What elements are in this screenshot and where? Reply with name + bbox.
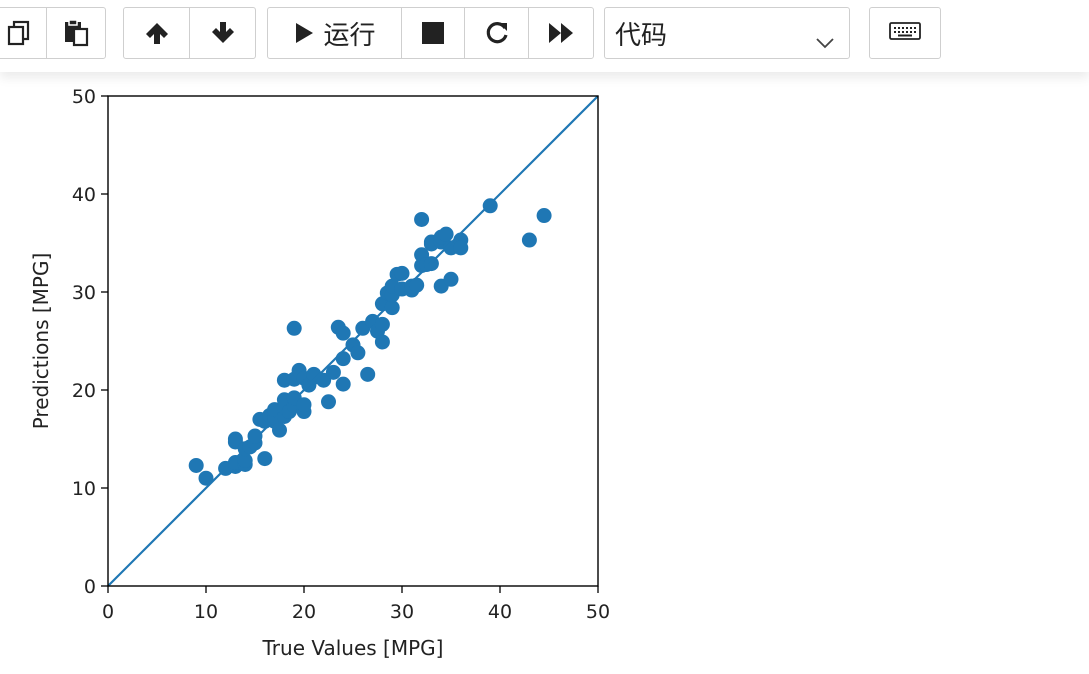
arrow-down-icon <box>210 20 236 46</box>
paste-icon <box>63 19 89 47</box>
x-tick-label: 0 <box>102 601 114 623</box>
restart-kernel-button[interactable] <box>465 8 529 58</box>
move-button-group <box>123 7 256 59</box>
data-point <box>453 240 469 256</box>
stop-icon <box>421 21 445 45</box>
clipboard-button-group <box>0 7 106 59</box>
arrow-up-icon <box>144 20 170 46</box>
fast-forward-icon <box>547 21 575 45</box>
data-point <box>296 397 312 413</box>
data-point <box>536 208 552 224</box>
chart-marks <box>188 198 552 486</box>
run-button-label: 运行 <box>323 19 376 50</box>
data-point <box>272 422 287 438</box>
run-button[interactable]: 运行 <box>268 8 402 58</box>
data-point <box>335 376 351 392</box>
output-area: 0 10 20 30 40 50 0 10 20 30 40 50 True Values [MPG… <box>0 72 1089 669</box>
data-point <box>374 316 390 332</box>
y-axis-label: Predictions [MPG] <box>29 253 53 430</box>
x-tick-label: 10 <box>194 601 218 623</box>
copy-cells-button[interactable] <box>0 8 47 58</box>
y-tick-label: 0 <box>84 576 96 598</box>
run-button-group: 运行 <box>267 7 594 59</box>
data-point <box>482 198 498 214</box>
x-axis: 0 10 20 30 40 50 <box>102 586 610 623</box>
play-icon <box>293 21 315 45</box>
data-point <box>384 300 400 316</box>
copy-icon <box>7 20 31 46</box>
data-point <box>198 470 214 486</box>
data-point <box>350 345 366 361</box>
x-tick-label: 20 <box>292 601 316 623</box>
keyboard-icon <box>889 21 921 46</box>
notebook-toolbar: 运行 <box>0 0 1089 72</box>
data-point <box>438 226 454 242</box>
chevron-down-icon <box>815 26 835 57</box>
data-point <box>335 325 351 341</box>
plot-frame <box>107 95 599 587</box>
y-tick-label: 30 <box>72 282 96 304</box>
y-axis: 0 10 20 30 40 50 <box>72 86 108 598</box>
command-palette-button[interactable] <box>869 7 941 59</box>
data-point <box>237 453 253 469</box>
move-down-button[interactable] <box>190 8 255 58</box>
cell-type-value: 代码 <box>615 19 668 50</box>
y-tick-label: 40 <box>72 184 96 206</box>
y-tick-label: 20 <box>72 380 96 402</box>
x-tick-label: 40 <box>488 601 512 623</box>
data-point <box>286 320 302 336</box>
data-point <box>325 364 341 380</box>
data-point <box>247 428 263 444</box>
data-point <box>374 334 390 350</box>
x-tick-label: 50 <box>586 601 610 623</box>
data-point <box>521 232 537 248</box>
data-point <box>321 394 336 410</box>
reference-line <box>107 95 599 587</box>
x-tick-label: 30 <box>390 601 414 623</box>
data-point <box>443 271 459 287</box>
data-point <box>409 277 425 293</box>
y-tick-label: 10 <box>72 478 96 500</box>
data-point <box>188 457 204 473</box>
restart-icon <box>484 20 510 46</box>
data-point <box>414 211 430 227</box>
data-point <box>257 451 273 467</box>
scatter-chart: 0 10 20 30 40 50 0 10 20 30 40 50 True Values [MPG… <box>29 86 610 660</box>
move-up-button[interactable] <box>124 8 190 58</box>
data-point <box>360 366 376 382</box>
data-point <box>394 265 410 281</box>
x-axis-label: True Values [MPG] <box>262 636 444 660</box>
data-point <box>335 351 351 367</box>
cell-type-select[interactable]: 代码 <box>604 7 850 59</box>
y-tick-label: 50 <box>72 86 96 108</box>
run-all-button[interactable] <box>529 8 593 58</box>
interrupt-kernel-button[interactable] <box>402 8 465 58</box>
paste-cells-button[interactable] <box>47 8 105 58</box>
